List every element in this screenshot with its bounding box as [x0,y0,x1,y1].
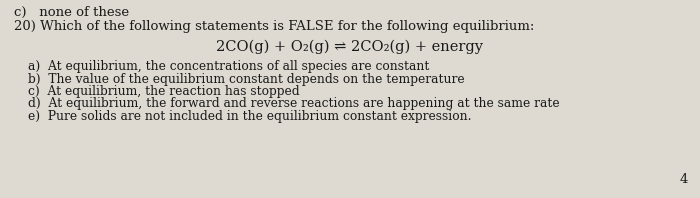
Text: c)   none of these: c) none of these [14,6,129,19]
Text: c)  At equilibrium, the reaction has stopped: c) At equilibrium, the reaction has stop… [28,85,300,98]
Text: 20) Which of the following statements is FALSE for the following equilibrium:: 20) Which of the following statements is… [14,20,534,33]
Text: 4: 4 [680,173,688,186]
Text: d)  At equilibrium, the forward and reverse reactions are happening at the same : d) At equilibrium, the forward and rever… [28,97,559,110]
Text: b)  The value of the equilibrium constant depends on the temperature: b) The value of the equilibrium constant… [28,73,465,86]
Text: 2CO(g) + O₂(g) ⇌ 2CO₂(g) + energy: 2CO(g) + O₂(g) ⇌ 2CO₂(g) + energy [216,40,484,54]
Text: a)  At equilibrium, the concentrations of all species are constant: a) At equilibrium, the concentrations of… [28,60,429,73]
Text: e)  Pure solids are not included in the equilibrium constant expression.: e) Pure solids are not included in the e… [28,110,472,123]
